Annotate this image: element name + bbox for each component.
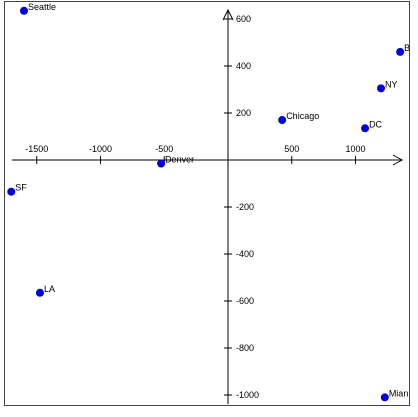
point-label: LA xyxy=(44,284,55,294)
data-point xyxy=(157,159,166,168)
data-point xyxy=(20,6,28,15)
y-tick-label: -600 xyxy=(236,296,254,306)
points-group: Seattle B NY Chicago DC Denver SF LA Mian xyxy=(7,2,410,402)
point-label: Chicago xyxy=(286,111,319,121)
point-label: Denver xyxy=(165,155,194,165)
data-point xyxy=(396,47,405,56)
point-label: DC xyxy=(369,119,382,129)
y-tick-label: -200 xyxy=(236,202,254,212)
y-axis-arrow xyxy=(222,8,234,21)
y-tick-label: -1000 xyxy=(236,390,259,400)
data-point xyxy=(377,84,385,93)
axes xyxy=(12,8,404,404)
x-tick-label: -500 xyxy=(155,144,173,154)
point-label: Seattle xyxy=(28,2,56,12)
chart-frame xyxy=(4,1,410,406)
y-tick-label: -400 xyxy=(236,249,254,259)
x-tick-label: 500 xyxy=(284,144,299,154)
x-tick-label: 1000 xyxy=(345,144,365,154)
point-label: SF xyxy=(15,183,27,193)
data-point xyxy=(361,124,370,133)
point-label: B xyxy=(404,43,410,53)
y-tick-label: -800 xyxy=(236,343,254,353)
data-point xyxy=(380,393,389,402)
x-axis-arrow xyxy=(392,154,404,166)
x-tick-label: -1500 xyxy=(25,144,48,154)
point-label: Mian xyxy=(389,388,409,398)
y-tick-label: 600 xyxy=(236,14,251,24)
x-tick-label: -1000 xyxy=(89,144,112,154)
data-point xyxy=(35,288,44,297)
data-point xyxy=(7,187,16,196)
point-label: NY xyxy=(385,79,398,89)
tick-group: -1500 -1000 -500 500 1000 -1000 -800 -600 -400 -2… xyxy=(25,14,365,400)
y-tick-label: 400 xyxy=(236,61,251,71)
data-point xyxy=(278,116,287,125)
y-tick-label: 200 xyxy=(236,108,251,118)
